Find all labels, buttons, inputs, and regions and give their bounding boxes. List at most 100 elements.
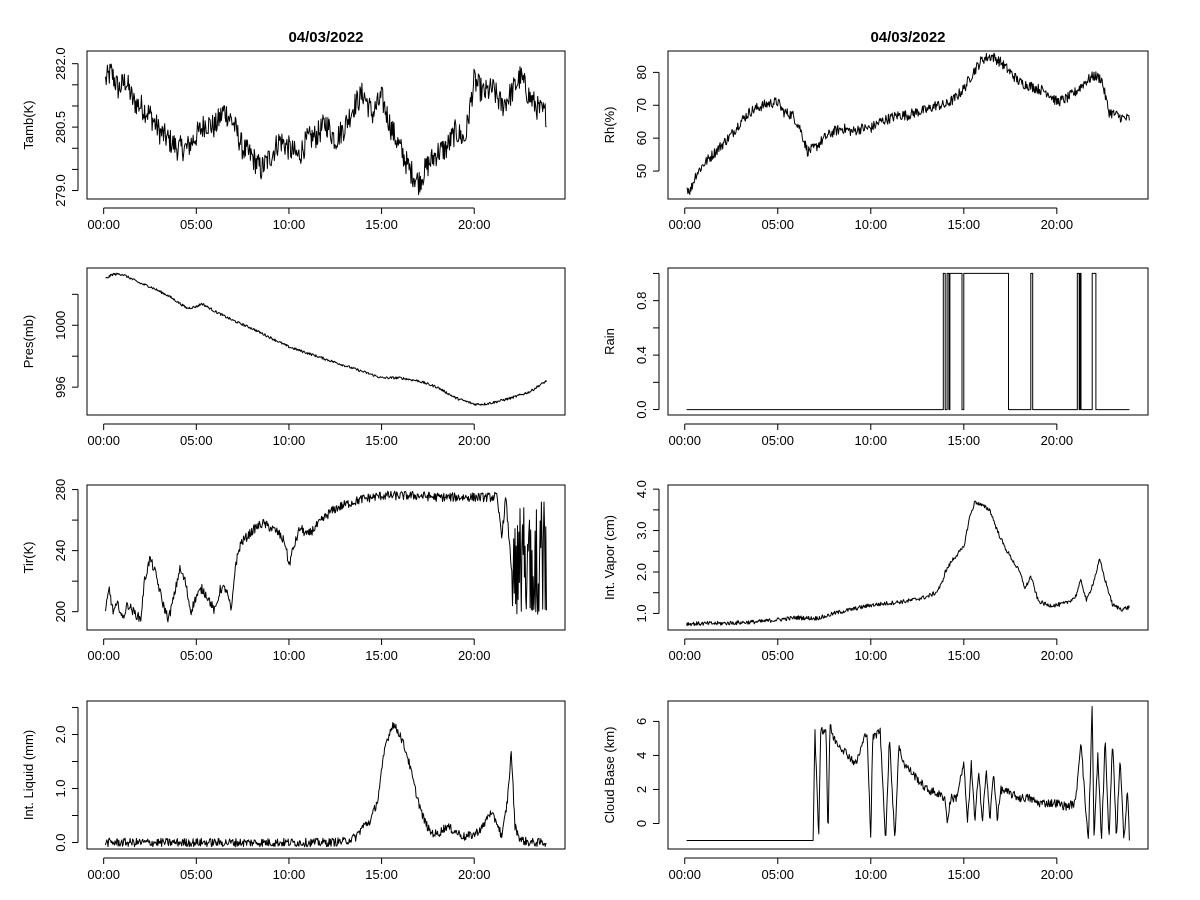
x-axis: 00:00 05:00 10:00 15:00 20:00 (668, 207, 1074, 232)
x-tick-label: 00:00 (668, 433, 701, 448)
y-tick-label: 0.4 (634, 346, 649, 364)
panel-tir: 00:00 05:00 10:00 15:00 20:00 200 240 280 Tir(K) (21, 479, 566, 663)
panel-rain: 00:00 05:00 10:00 15:00 20:00 0.0 0.4 0.8 Rain (602, 267, 1149, 448)
y-axis-label: Int. Liquid (mm) (21, 730, 36, 820)
panel-cloudbase: 00:00 05:00 10:00 15:00 20:00 0 2 4 6 Cloud Base … (602, 700, 1149, 882)
plot-frame (86, 50, 566, 200)
x-axis: 00:00 05:00 10:00 15:00 20:00 (668, 638, 1074, 663)
x-axis: 00:00 05:00 10:00 15:00 20:00 (668, 423, 1074, 448)
x-tick-label: 20:00 (1041, 867, 1074, 882)
y-tick-label: 70 (634, 98, 649, 112)
y-tick-label: 1.0 (53, 779, 68, 797)
y-tick-label: 2 (634, 786, 649, 793)
x-tick-label: 00:00 (87, 433, 120, 448)
y-tick-label: 2.0 (53, 725, 68, 743)
plot-frame (86, 700, 566, 850)
plot-frame (667, 700, 1149, 850)
y-tick-label: 2.0 (634, 563, 649, 581)
panel-liquid: 00:00 05:00 10:00 15:00 20:00 0.0 1.0 2.0 Int. L… (21, 700, 566, 882)
panel-pres: 00:00 05:00 10:00 15:00 20:00 996 1000 Pres(mb) (21, 267, 566, 448)
x-tick-label: 20:00 (458, 433, 491, 448)
y-tick-label: 0 (634, 820, 649, 827)
x-tick-label: 20:00 (458, 648, 491, 663)
series-line-liquid (105, 722, 547, 848)
x-tick-label: 05:00 (180, 648, 213, 663)
y-tick-label: 60 (634, 131, 649, 145)
panel-vapor: 00:00 05:00 10:00 15:00 20:00 1.0 2.0 3.0 4.0 Int… (602, 480, 1149, 663)
y-tick-label: 996 (53, 376, 68, 398)
x-tick-label: 05:00 (761, 433, 794, 448)
panel-tamb: 04/03/2022 00:00 05:00 10:00 15:00 20:00 279.0… (21, 29, 566, 232)
y-tick-label: 279.0 (53, 174, 68, 207)
series-line-cloudbase (686, 706, 1130, 841)
x-axis: 00:00 05:00 10:00 15:00 20:00 (87, 638, 491, 663)
x-tick-label: 00:00 (87, 648, 120, 663)
x-tick-label: 20:00 (1041, 217, 1074, 232)
x-tick-label: 15:00 (365, 433, 398, 448)
x-tick-label: 10:00 (855, 867, 888, 882)
y-axis: 0.0 0.4 0.8 (634, 272, 660, 419)
y-axis-label: Tamb(K) (21, 100, 36, 149)
x-tick-label: 20:00 (1041, 648, 1074, 663)
y-axis: 0.0 1.0 2.0 (53, 706, 79, 852)
x-tick-label: 10:00 (273, 867, 306, 882)
x-tick-label: 10:00 (273, 217, 306, 232)
y-tick-label: 6 (634, 718, 649, 725)
y-axis-label: Rain (602, 328, 617, 355)
x-tick-label: 10:00 (273, 648, 306, 663)
y-axis-label: Pres(mb) (21, 315, 36, 368)
series-line-rh (686, 52, 1130, 195)
x-tick-label: 15:00 (365, 217, 398, 232)
y-axis-label: Cloud Base (km) (602, 727, 617, 824)
x-tick-label: 05:00 (180, 217, 213, 232)
x-tick-label: 00:00 (87, 217, 120, 232)
x-tick-label: 00:00 (668, 217, 701, 232)
y-tick-label: 3.0 (634, 522, 649, 540)
x-tick-label: 05:00 (180, 433, 213, 448)
y-axis-label: Int. Vapor (cm) (602, 515, 617, 600)
x-tick-label: 00:00 (668, 867, 701, 882)
chart-title: 04/03/2022 (288, 29, 363, 46)
x-tick-label: 20:00 (458, 217, 491, 232)
plot-frame (667, 484, 1149, 631)
x-tick-label: 15:00 (948, 867, 981, 882)
y-tick-label: 280 (53, 479, 68, 501)
y-tick-label: 4.0 (634, 480, 649, 498)
y-tick-label: 0.0 (634, 401, 649, 419)
x-tick-label: 20:00 (458, 867, 491, 882)
x-tick-label: 15:00 (948, 217, 981, 232)
plot-frame (667, 50, 1149, 200)
y-tick-label: 50 (634, 164, 649, 178)
y-tick-label: 280.5 (53, 111, 68, 144)
x-tick-label: 15:00 (948, 648, 981, 663)
plot-frame (86, 267, 566, 416)
series-line-vapor (686, 500, 1130, 627)
y-axis-label: Tir(K) (21, 541, 36, 573)
panel-rh: 04/03/2022 00:00 05:00 10:00 15:00 20:00 50 60 7… (602, 29, 1149, 232)
y-tick-label: 240 (53, 540, 68, 562)
x-axis: 00:00 05:00 10:00 15:00 20:00 (87, 857, 491, 882)
y-tick-label: 200 (53, 601, 68, 623)
x-tick-label: 10:00 (273, 433, 306, 448)
x-tick-label: 15:00 (948, 433, 981, 448)
plot-frame (667, 267, 1149, 416)
y-tick-label: 4 (634, 752, 649, 759)
y-axis: 1.0 2.0 3.0 4.0 (634, 480, 660, 622)
x-tick-label: 05:00 (761, 648, 794, 663)
x-tick-label: 05:00 (180, 867, 213, 882)
x-axis: 00:00 05:00 10:00 15:00 20:00 (668, 857, 1074, 882)
x-tick-label: 05:00 (761, 867, 794, 882)
y-tick-label: 1000 (53, 311, 68, 340)
x-tick-label: 05:00 (761, 217, 794, 232)
x-tick-label: 00:00 (668, 648, 701, 663)
y-axis: 279.0 280.5 282.0 (53, 47, 79, 207)
x-tick-label: 10:00 (855, 217, 888, 232)
x-axis: 00:00 05:00 10:00 15:00 20:00 (87, 207, 491, 232)
series-line-tir (105, 490, 547, 623)
x-axis: 00:00 05:00 10:00 15:00 20:00 (87, 423, 491, 448)
x-tick-label: 20:00 (1041, 433, 1074, 448)
y-tick-label: 0.8 (634, 292, 649, 310)
x-tick-label: 15:00 (365, 648, 398, 663)
x-tick-label: 10:00 (855, 648, 888, 663)
